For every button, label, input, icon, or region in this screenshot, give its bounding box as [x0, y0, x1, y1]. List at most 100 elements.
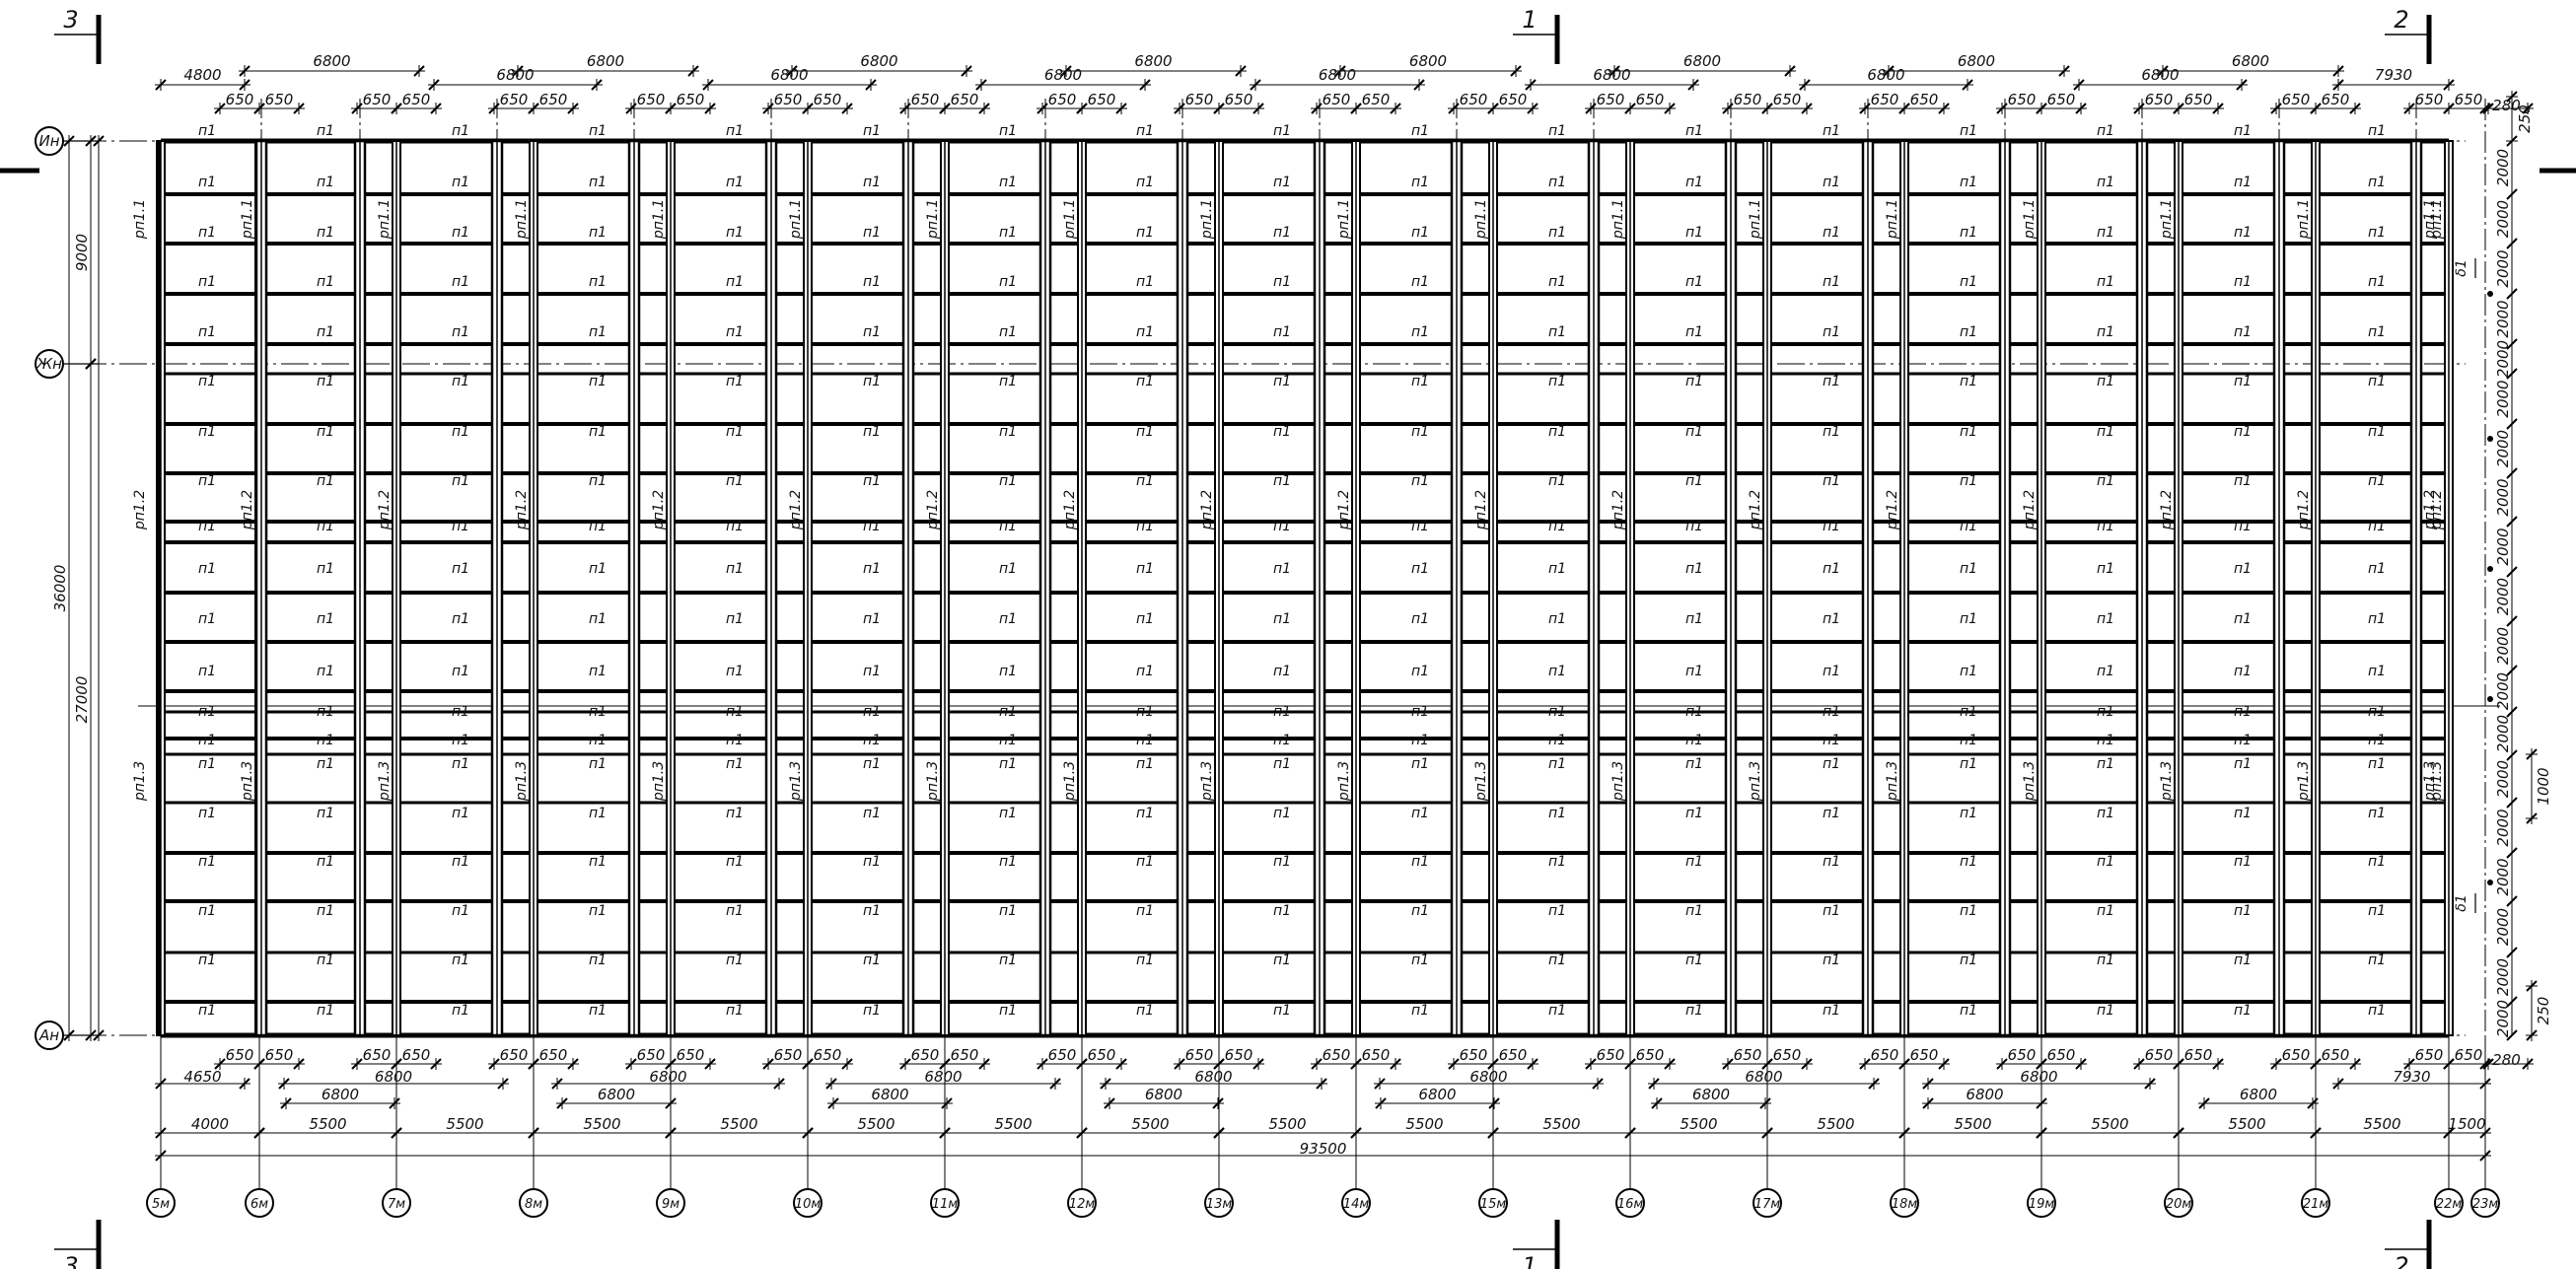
dim-value: 6800: [587, 52, 624, 70]
purlin-label: п1: [452, 664, 469, 679]
column-axis-bubble: [1204, 1188, 1234, 1218]
purlin-label: п1: [1136, 519, 1154, 534]
purlin-label: п1: [1273, 561, 1291, 577]
purlin-label: п1: [198, 903, 216, 919]
beam-label: рп1.1: [1610, 199, 1626, 240]
purlin-label: п1: [863, 704, 881, 720]
purlin-label: п1: [452, 324, 469, 340]
purlin-label: п1: [452, 225, 469, 241]
purlin-label: п1: [452, 175, 469, 190]
beam-label: рп1.1: [2429, 199, 2445, 240]
beam-label: рп1.3: [2429, 761, 2445, 802]
dim-value: 5500: [2228, 1115, 2265, 1133]
purlin-label: п1: [589, 1003, 607, 1019]
column-axis-bubble: [2470, 1188, 2500, 1218]
dim-value: 650: [2047, 1046, 2076, 1064]
purlin-label: п1: [317, 756, 334, 772]
purlin-label: п1: [317, 274, 334, 290]
dim-value: 650: [363, 91, 392, 108]
purlin-label: п1: [317, 664, 334, 679]
purlin-label: п1: [589, 664, 607, 679]
beam-label: рп1.2: [1473, 490, 1489, 530]
purlin-label: п1: [452, 123, 469, 139]
purlin-label: п1: [1548, 324, 1566, 340]
dim-value: 2000: [2494, 627, 2512, 665]
purlin-label: п1: [999, 664, 1017, 679]
section-marks: 3 1 2 3 1 2: [0, 6, 2576, 1269]
beam-label: рп1.2: [2022, 490, 2038, 530]
beam-label: рп1.1: [2422, 199, 2438, 240]
purlin-label: п1: [1273, 952, 1291, 968]
dim-value: 5500: [994, 1115, 1032, 1133]
dim-value: 650: [911, 1046, 940, 1064]
row-axis-label: Жн: [36, 355, 62, 373]
purlin-label: п1: [198, 756, 216, 772]
purlin-label: п1: [1685, 123, 1703, 139]
purlin-label: п1: [2234, 225, 2252, 241]
purlin-label: п1: [317, 733, 334, 748]
purlin-label: п1: [452, 733, 469, 748]
dim-value: 650: [2415, 91, 2444, 108]
dim-value: 2000: [2494, 809, 2512, 846]
purlin-label: п1: [1548, 733, 1566, 748]
dim-value: 650: [2008, 91, 2037, 108]
dim-value: 6800: [1469, 1068, 1507, 1086]
purlin-label: п1: [2368, 374, 2386, 389]
purlin-label: п1: [452, 756, 469, 772]
dim-value: 6800: [313, 52, 350, 70]
purlin-label: п1: [198, 519, 216, 534]
anchor-dot: [2487, 696, 2493, 702]
dim-value: 6800: [1593, 66, 1630, 84]
dim-value: 650: [1597, 91, 1625, 108]
purlin-label: п1: [999, 704, 1017, 720]
purlin-label: п1: [589, 756, 607, 772]
purlin-label: п1: [317, 1003, 334, 1019]
purlin-label: п1: [726, 324, 744, 340]
purlin-label: п1: [2234, 473, 2252, 489]
dim-value: 6800: [2020, 1068, 2057, 1086]
column-axis-bubble: [1067, 1188, 1097, 1218]
purlin-label: п1: [1136, 704, 1154, 720]
purlin-label: п1: [1548, 473, 1566, 489]
dim-value: 6800: [1958, 52, 1995, 70]
purlin-label: п1: [198, 664, 216, 679]
purlin-label: п1: [2368, 704, 2386, 720]
purlin-label: п1: [1411, 733, 1429, 748]
purlin-label: п1: [726, 903, 744, 919]
purlin-label: п1: [1273, 324, 1291, 340]
purlin-label: п1: [2097, 952, 2114, 968]
dim-value: 650: [951, 91, 979, 108]
dim-value: 5500: [857, 1115, 894, 1133]
purlin-label: п1: [589, 123, 607, 139]
dim-value: 36000: [51, 565, 69, 612]
purlin-label: п1: [1411, 854, 1429, 870]
purlin-label: п1: [198, 123, 216, 139]
beam-label: рп1.2: [925, 490, 941, 530]
purlin-label: п1: [589, 175, 607, 190]
purlin-label: п1: [2368, 664, 2386, 679]
column-axis-bubble: [2434, 1188, 2464, 1218]
purlin-label: п1: [317, 561, 334, 577]
dim-value: 650: [637, 91, 666, 108]
purlin-label: п1: [317, 952, 334, 968]
dim-value: 2000: [2494, 340, 2512, 378]
purlin-label: п1: [589, 424, 607, 440]
beam-label: рп1.1: [2022, 199, 2038, 240]
purlin-label: п1: [726, 123, 744, 139]
purlin-label: п1: [2368, 806, 2386, 821]
purlin-label: п1: [2097, 561, 2114, 577]
purlin-label: п1: [1823, 611, 1840, 627]
purlin-label: п1: [589, 854, 607, 870]
column-axis-bubble: [656, 1188, 685, 1218]
purlin-label: п1: [1960, 806, 1977, 821]
purlin-label: п1: [1411, 123, 1429, 139]
dim-value: 650: [2455, 91, 2483, 108]
dim-value: 1500: [2448, 1115, 2485, 1133]
dim-value: 6800: [924, 1068, 962, 1086]
purlin-label: п1: [863, 806, 881, 821]
dim-value: 650: [1734, 1046, 1762, 1064]
dim-value: 2000: [2494, 528, 2512, 565]
purlin-label: п1: [1823, 1003, 1840, 1019]
column-axis-bubble: [2164, 1188, 2193, 1218]
column-axis-label: 22м: [2436, 1197, 2463, 1212]
